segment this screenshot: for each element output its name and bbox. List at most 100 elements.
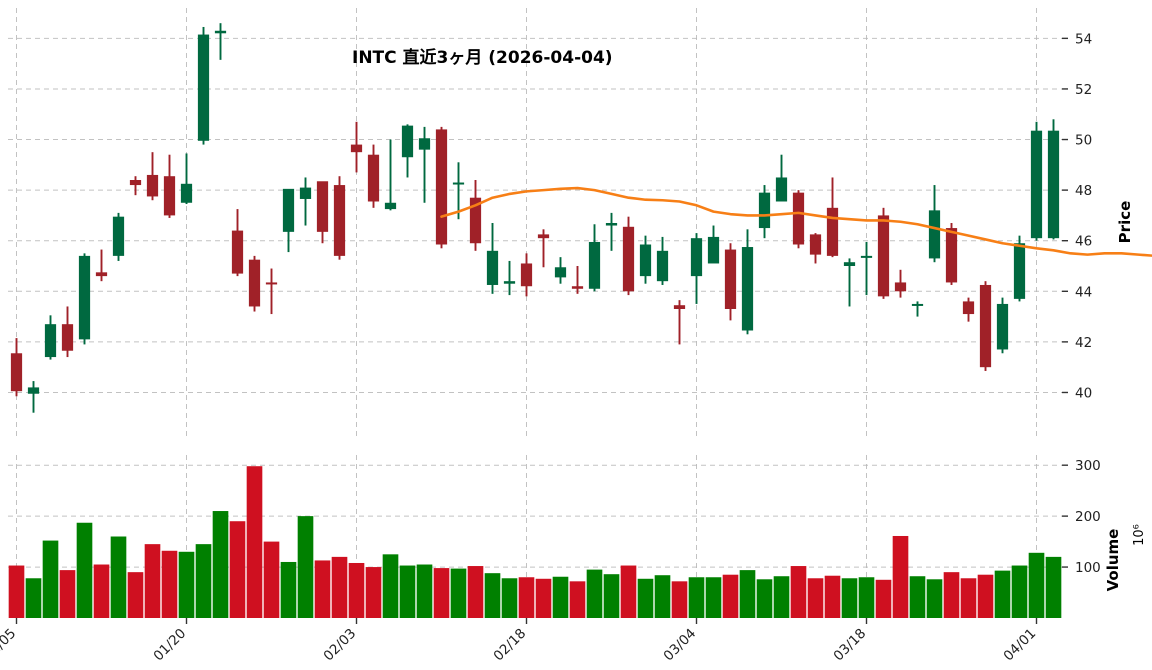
candlestick [860,241,873,296]
candle-body [860,255,873,258]
candle-body [282,188,295,232]
volume-bar [450,568,467,618]
candlestick [673,300,686,345]
candle-body [299,187,312,199]
candle-body [792,192,805,245]
volume-tick-label: 300 [1075,458,1101,474]
candle-body [520,263,533,287]
candlestick [962,297,975,322]
candle-body [741,247,754,331]
volume-bar [960,578,977,618]
candlestick [945,223,958,285]
candlestick [299,177,312,226]
candle-body [27,387,40,394]
volume-bar [229,521,246,618]
candle-body [1047,130,1060,239]
volume-bar [807,578,824,618]
volume-bar [382,554,399,618]
candle-body [418,138,431,150]
candle-body [1030,130,1043,239]
candle-body [78,255,91,340]
volume-bar [212,511,229,618]
candlestick [95,249,108,282]
candlestick [1047,119,1060,240]
candlestick [180,153,193,205]
candle-body [877,215,890,297]
candle-body [775,177,788,202]
candlestick [928,185,941,263]
candle-body [656,250,669,282]
candlestick-series [10,23,1060,413]
price-tick-label: 52 [1075,82,1092,98]
candlestick [10,338,23,397]
candle-body [469,197,482,244]
volume-bar [314,560,331,618]
candle-body [503,281,516,284]
volume-bar [93,564,110,618]
candlestick [571,266,584,294]
candlestick [282,188,295,253]
price-axis-ticks: 40 42 44 46 48 50 52 54 [1062,31,1092,401]
candle-body [758,192,771,229]
volume-bar [705,577,722,618]
volume-bar [8,565,25,618]
candle-body [928,210,941,259]
candle-body [979,284,992,368]
candle-body [61,324,74,351]
volume-bar [365,567,382,618]
volume-bar [195,544,212,618]
candlestick [197,26,210,145]
candlestick [112,212,125,261]
candle-body [129,180,142,186]
candlestick [809,233,822,264]
candle-body [690,238,703,277]
candlestick [503,260,516,296]
candle-body [911,303,924,306]
candle-body [707,236,720,264]
volume-bar [127,572,144,618]
volume-bar [722,574,739,618]
candlestick [996,297,1009,354]
candle-body [894,282,907,292]
candlestick [333,176,346,260]
volume-bar [1011,565,1028,618]
candle-body [112,216,125,256]
candle-body [163,176,176,216]
candlestick [248,255,261,312]
candlestick [486,223,499,294]
candlestick [231,209,244,277]
chart-title: INTC 直近3ヶ月 (2026-04-04) [352,47,613,68]
volume-bar [875,579,892,618]
candle-body [384,202,397,210]
candle-body [146,174,159,197]
candlestick [350,121,363,173]
candlestick [877,207,890,299]
candlestick [146,152,159,201]
volume-bar [297,516,314,618]
candlestick [44,315,57,360]
candlestick [452,162,465,220]
candle-body [367,154,380,202]
volume-bar-series [8,466,1062,618]
candle-body [44,324,57,358]
candle-body [95,272,108,277]
price-tick-label: 44 [1075,284,1092,300]
volume-bar [161,550,178,618]
volume-bar [178,551,195,618]
candlestick [758,185,771,239]
candlestick [520,253,533,297]
volume-axis-label: Volume [1104,529,1122,592]
candlestick [707,225,720,264]
volume-bar [433,568,450,618]
volume-bar [331,556,348,618]
candle-body [316,181,329,232]
volume-bar [246,466,263,618]
volume-bar [654,575,671,618]
candle-body [537,234,550,239]
volume-bar [688,577,705,618]
candlestick [27,381,40,413]
volume-bar [824,575,841,618]
volume-bar [59,570,76,618]
volume-bar [977,574,994,618]
